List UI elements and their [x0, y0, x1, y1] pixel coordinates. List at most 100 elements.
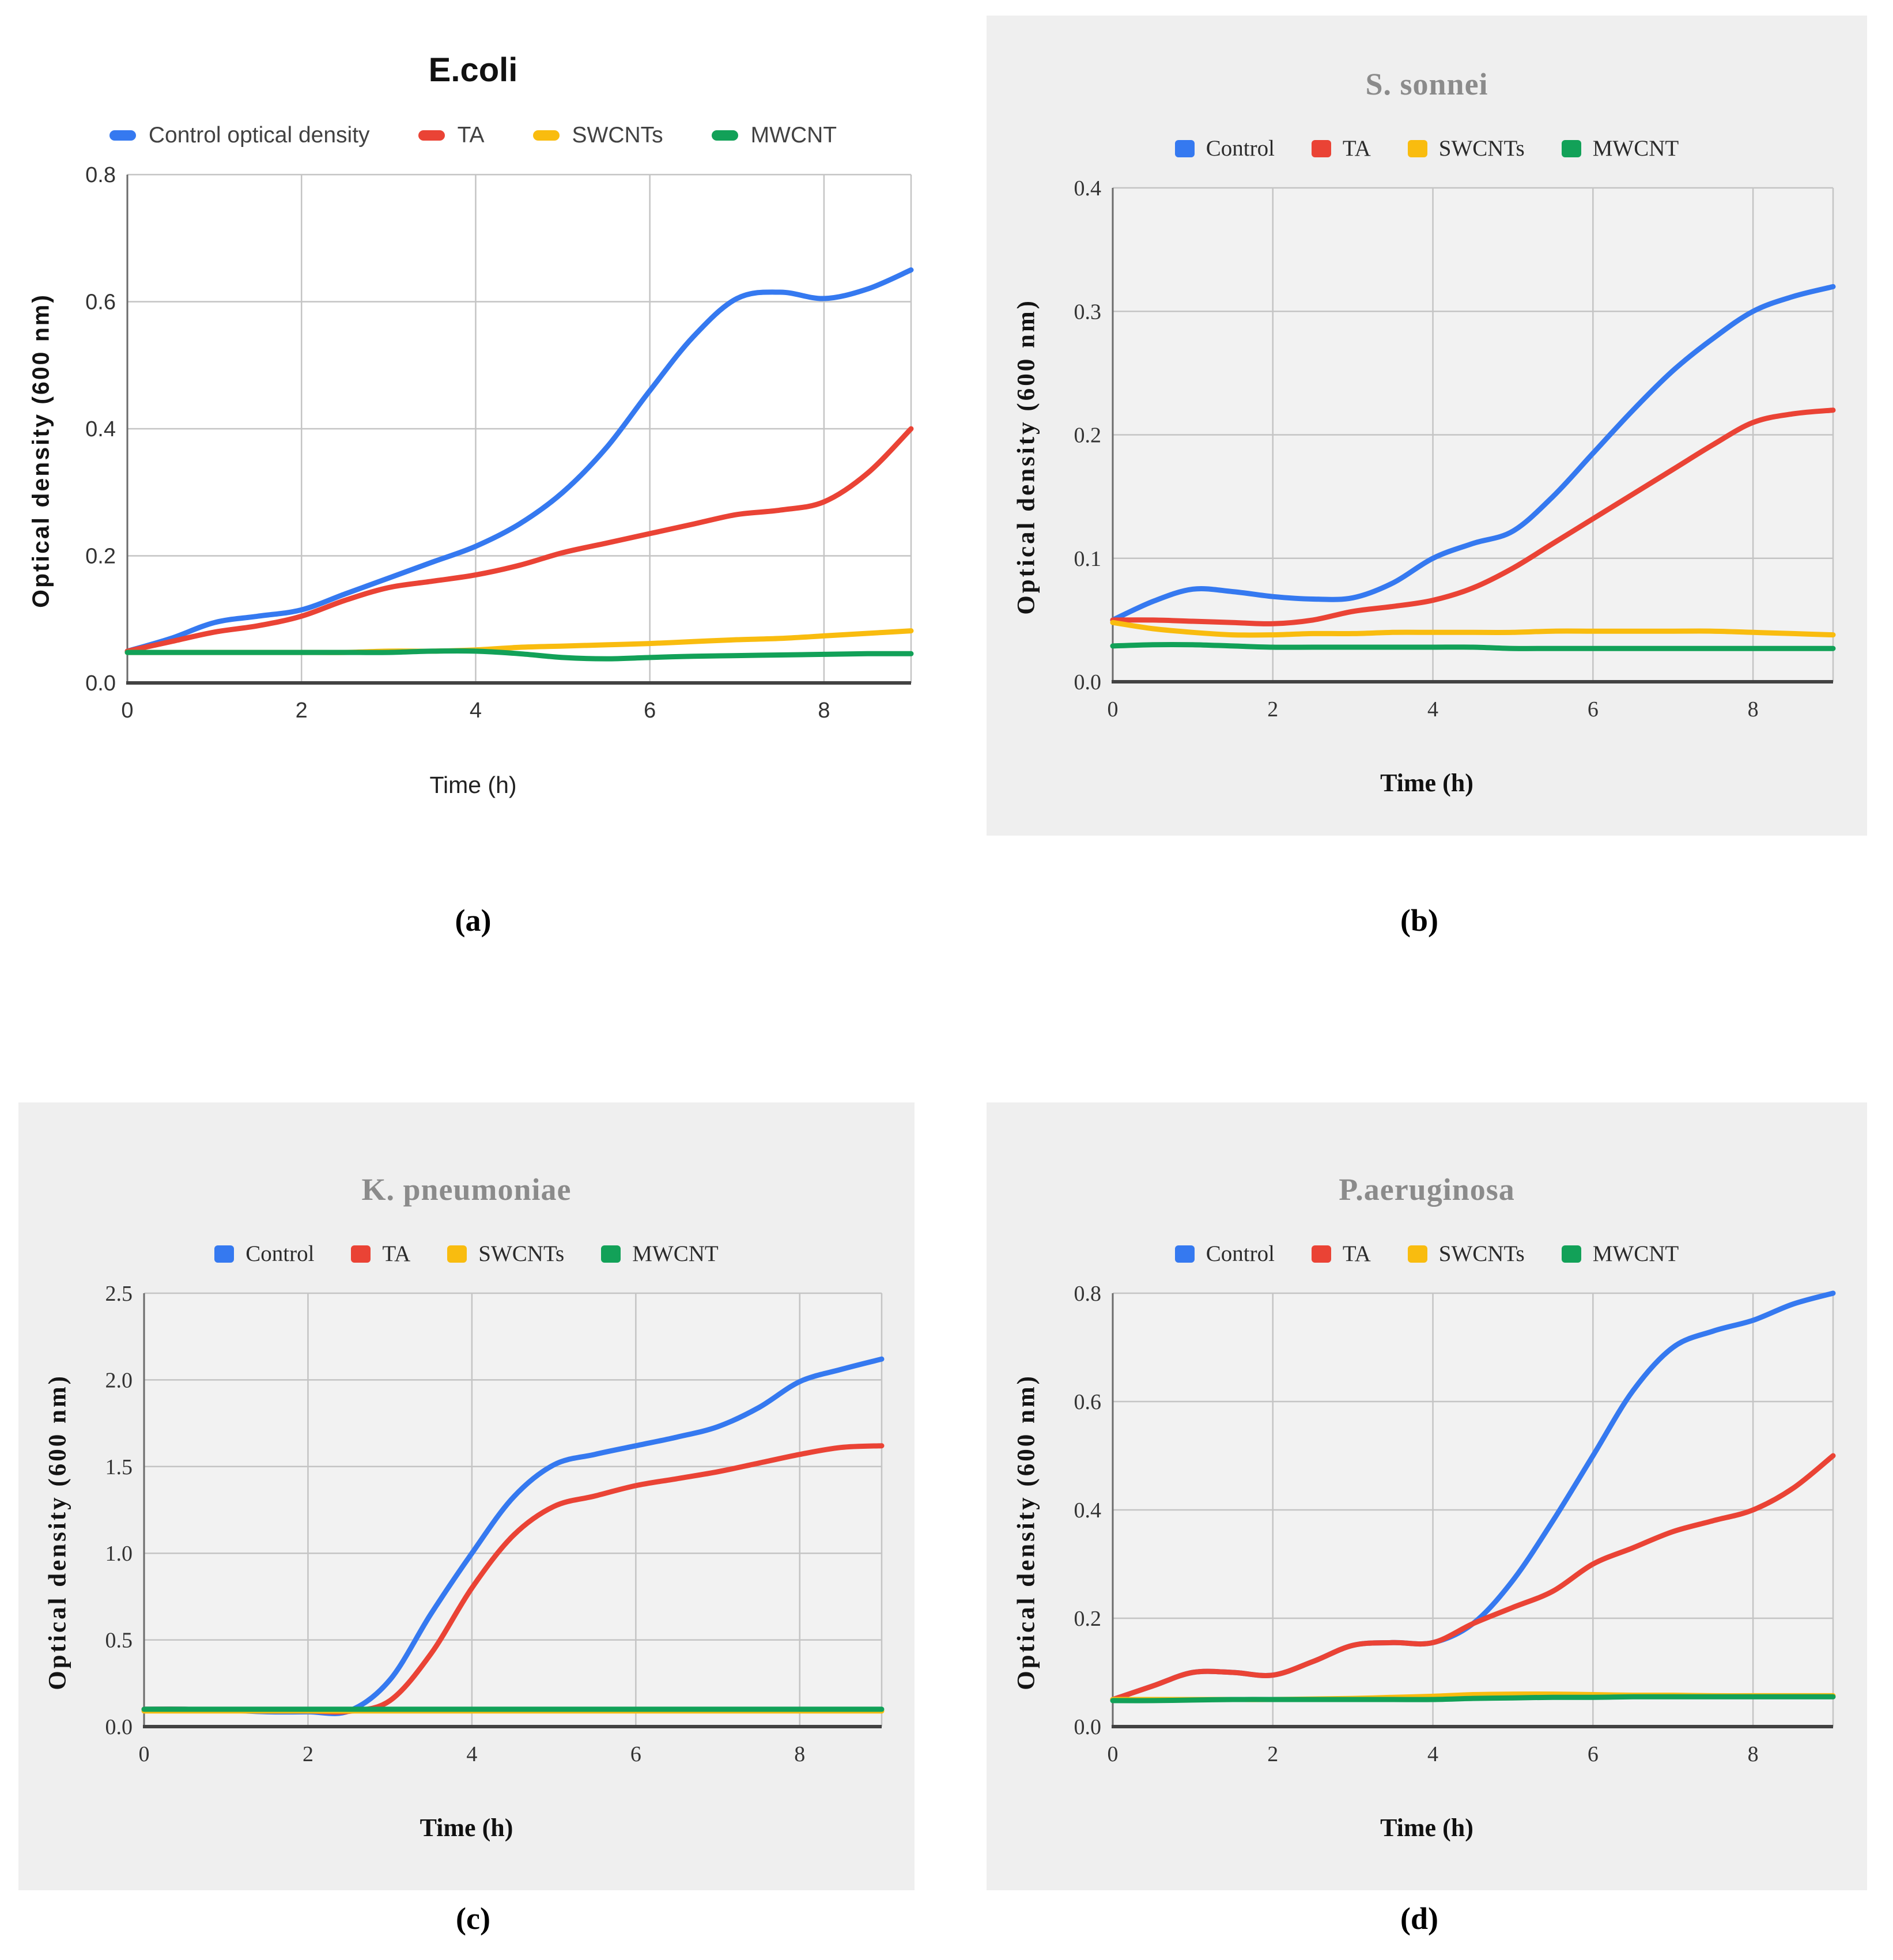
legend-swatch-ta [418, 130, 445, 141]
column-left-bottom: K. pneumoniae Control TA SWCNTs MWCNT Optic… [0, 968, 946, 1890]
y-tick-label: 2.5 [105, 1284, 133, 1306]
x-tick-label: 8 [794, 1742, 805, 1766]
legend-swatch-mwcnt [711, 130, 738, 141]
paeruginosa-line-chart: 0.0 0.2 0.4 0.6 0.8 0 2 4 6 8 [1074, 1284, 1836, 1766]
y-tick-label: 0.0 [85, 671, 116, 696]
caption-row-top: (a) (b) [0, 836, 1893, 968]
legend-item-control[interactable]: Control optical density [109, 123, 370, 148]
y-tick-label: 1.5 [105, 1455, 133, 1479]
y-tick-label: 0.1 [1074, 547, 1102, 571]
caption-row-bottom: (c) (d) [0, 1890, 1893, 1960]
legend-item-control[interactable]: Control [214, 1241, 314, 1267]
chart-title-ecoli: E.coli [428, 51, 518, 89]
y-tick-label: 0.8 [85, 165, 116, 187]
legend-label: TA [457, 123, 485, 148]
x-tick-label: 6 [644, 698, 656, 723]
x-tick-label: 6 [1588, 1742, 1599, 1766]
caption-c: (c) [456, 1901, 490, 1936]
legend-label: MWCNT [750, 123, 837, 148]
legend-label: SWCNTs [572, 123, 663, 148]
legend-item-control[interactable]: Control [1174, 135, 1275, 161]
legend-label: SWCNTs [1438, 1241, 1525, 1266]
legend-swatch-ta [1311, 139, 1331, 157]
chart-title-paeruginosa: P.aeruginosa [1339, 1172, 1515, 1207]
legend-swatch-control [1174, 1245, 1195, 1263]
series-line-mwcnt [1110, 641, 1836, 651]
x-tick-label: 4 [1427, 697, 1438, 722]
chart-area-ssonnei: Optical density (600 nm) 0.0 0.1 0.2 0.3 0.4… [1002, 179, 1852, 735]
legend-ecoli: Control optical density TA SWCNTs MWCNT [109, 123, 837, 148]
legend-ssonnei: Control TA SWCNTs MWCNT [1174, 135, 1679, 161]
y-tick-label: 0.4 [85, 417, 116, 441]
ecoli-line-chart: 0.0 0.2 0.4 0.6 0.8 0 2 4 6 8 [85, 165, 914, 723]
legend-item-swcnts[interactable]: SWCNTs [1407, 1241, 1525, 1267]
y-tick-label: 0.2 [1074, 424, 1102, 448]
chart-area-ecoli: Optical density (600 nm) 0.0 0.2 0.4 0.6 0.8… [17, 165, 930, 736]
legend-swatch-mwcnt [1561, 1245, 1581, 1263]
x-tick-label: 4 [470, 698, 482, 723]
y-tick-label: 0.5 [105, 1629, 133, 1653]
y-tick-label: 0.4 [1074, 179, 1102, 201]
x-tick-label: 0 [1108, 1742, 1119, 1766]
legend-kpneumoniae: Control TA SWCNTs MWCNT [214, 1241, 719, 1267]
caption-a: (a) [455, 903, 492, 938]
x-tick-label: 8 [1748, 1742, 1759, 1766]
legend-swatch-control [109, 130, 136, 141]
legend-swatch-control [1174, 139, 1195, 157]
x-axis-label-ecoli: Time (h) [429, 772, 517, 798]
legend-item-ta[interactable]: TA [1311, 1241, 1371, 1267]
x-tick-label: 0 [138, 1742, 149, 1766]
legend-item-ta[interactable]: TA [418, 123, 485, 148]
legend-item-mwcnt[interactable]: MWCNT [601, 1241, 719, 1267]
legend-item-ta[interactable]: TA [351, 1241, 410, 1267]
legend-item-control[interactable]: Control [1174, 1241, 1275, 1267]
caption-b: (b) [1400, 903, 1438, 938]
legend-label: SWCNTs [1438, 136, 1525, 161]
chart-title-kpneumoniae: K. pneumoniae [361, 1172, 572, 1207]
legend-label: MWCNT [1592, 136, 1679, 161]
panel-ecoli: E.coli Control optical density TA SWCNTs MW… [0, 0, 946, 836]
legend-item-swcnts[interactable]: SWCNTs [1407, 135, 1525, 161]
legend-label: Control [1206, 136, 1275, 161]
legend-swatch-swcnts [1407, 139, 1427, 157]
series-line-ta [1110, 1453, 1836, 1702]
column-right-bottom: P.aeruginosa Control TA SWCNTs MWCNT Optica… [946, 968, 1892, 1890]
chart-area-paeruginosa: Optical density (600 nm) 0.0 0.2 0.4 0.6 0.8… [1002, 1284, 1852, 1780]
x-tick-label: 0 [121, 698, 133, 723]
legend-item-mwcnt[interactable]: MWCNT [1561, 1241, 1679, 1267]
figure-bottom-row: K. pneumoniae Control TA SWCNTs MWCNT Optic… [0, 968, 1893, 1890]
series-line-control [124, 267, 914, 654]
kpneumoniae-line-chart: 0.0 0.5 1.0 1.5 2.0 2.5 0 2 4 6 8 [105, 1284, 884, 1766]
x-axis-label-kpneumoniae: Time (h) [420, 1814, 513, 1842]
legend-item-mwcnt[interactable]: MWCNT [1561, 135, 1679, 161]
chart-title-ssonnei: S. sonnei [1365, 67, 1488, 101]
legend-label: Control optical density [148, 123, 370, 148]
legend-label: TA [382, 1241, 411, 1266]
figure-top-row: E.coli Control optical density TA SWCNTs MW… [0, 0, 1893, 836]
y-tick-label: 0.2 [85, 545, 116, 569]
legend-label: TA [1342, 136, 1371, 161]
chart-area-kpneumoniae: Optical density (600 nm) 0.0 0.5 1.0 1.5 2.0… [33, 1284, 900, 1780]
x-tick-label: 2 [296, 698, 308, 723]
series-line-mwcnt [1110, 1694, 1836, 1704]
y-tick-label: 0.6 [1074, 1390, 1102, 1414]
legend-swatch-swcnts [532, 130, 560, 141]
panel-ssonnei: S. sonnei Control TA SWCNTs MWCNT Optical d… [987, 16, 1867, 836]
x-tick-label: 2 [1267, 1742, 1278, 1766]
legend-item-ta[interactable]: TA [1311, 135, 1371, 161]
series-line-ta [124, 426, 914, 654]
legend-item-swcnts[interactable]: SWCNTs [447, 1241, 564, 1267]
legend-swatch-swcnts [447, 1245, 467, 1263]
series-line-swcnts [1110, 620, 1836, 638]
legend-label: TA [1342, 1241, 1371, 1266]
x-tick-label: 8 [818, 698, 830, 723]
series-line-ta [1110, 407, 1836, 626]
legend-item-swcnts[interactable]: SWCNTs [532, 123, 663, 148]
y-axis-label-ecoli: Optical density (600 nm) [27, 293, 54, 608]
y-tick-label: 0.2 [1074, 1607, 1102, 1631]
legend-swatch-mwcnt [1561, 139, 1581, 157]
panel-paeruginosa: P.aeruginosa Control TA SWCNTs MWCNT Optica… [987, 1102, 1867, 1890]
x-tick-label: 0 [1108, 697, 1119, 722]
legend-item-mwcnt[interactable]: MWCNT [711, 123, 837, 148]
x-axis-label-ssonnei: Time (h) [1380, 769, 1473, 797]
